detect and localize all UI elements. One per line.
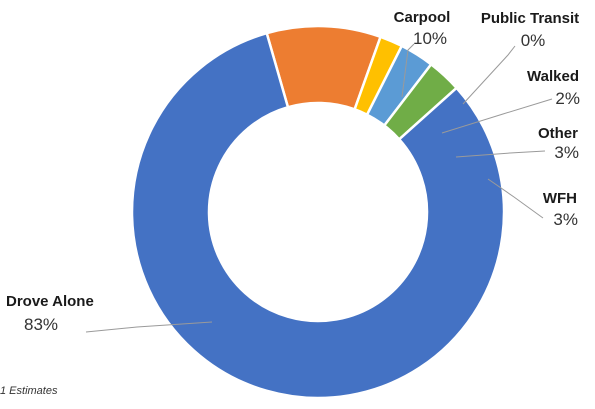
footnote: 1 Estimates <box>0 385 58 397</box>
label-value-other: 3% <box>554 143 579 162</box>
leader-line-other <box>455 150 546 158</box>
leader-line-wfh <box>487 178 544 219</box>
label-name-other: Other <box>538 125 578 142</box>
slices-group <box>130 24 506 400</box>
label-value-walked: 2% <box>555 89 580 108</box>
leader-line-drove-alone <box>85 321 213 333</box>
leader-line-carpool <box>401 43 415 98</box>
label-value-wfh: 3% <box>553 210 578 229</box>
label-value-public-transit: 0% <box>521 31 546 50</box>
slice-drove-alone <box>130 31 506 400</box>
label-name-wfh: WFH <box>543 190 577 207</box>
leader-lines-group <box>85 43 553 333</box>
label-value-carpool: 10% <box>413 29 447 48</box>
label-name-carpool: Carpool <box>394 9 451 26</box>
label-name-drove-alone: Drove Alone <box>6 293 94 310</box>
leader-line-public-transit <box>462 45 516 105</box>
label-name-public-transit: Public Transit <box>481 10 579 27</box>
label-name-walked: Walked <box>527 68 579 85</box>
label-value-drove-alone: 83% <box>24 315 58 334</box>
leader-line-walked <box>441 98 553 134</box>
